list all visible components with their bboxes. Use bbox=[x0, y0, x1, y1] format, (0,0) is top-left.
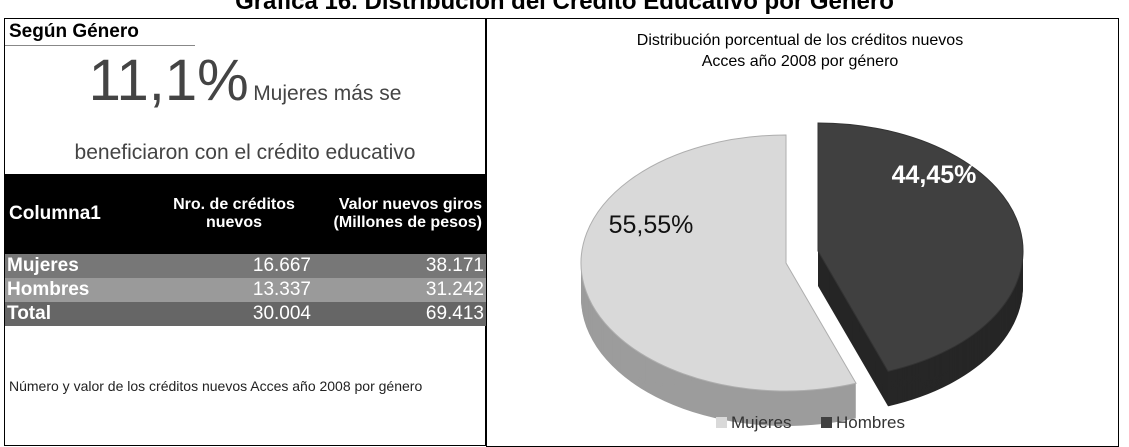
legend-swatch bbox=[821, 417, 832, 428]
slice bbox=[580, 134, 857, 392]
table-cell: 16.667 bbox=[155, 254, 313, 278]
highlight-text: beneficiaron con el crédito educativo bbox=[74, 141, 416, 164]
panel-heading: Según Género bbox=[9, 21, 139, 42]
column-header: Valor nuevos giros (Millones de pesos) bbox=[313, 174, 486, 254]
table-cell: 31.242 bbox=[313, 278, 486, 302]
chart: Distribución porcentual de los créditos … bbox=[486, 18, 1119, 447]
data-label: 44,45% bbox=[892, 161, 977, 189]
legend-swatch bbox=[716, 417, 727, 428]
summary-panel: Según Género 11,1% Mujeres más se benefi… bbox=[4, 18, 486, 446]
table-cell: Mujeres bbox=[5, 254, 155, 278]
table-cell: Hombres bbox=[5, 278, 155, 302]
table-row: Hombres 13.337 31.242 bbox=[5, 278, 486, 302]
highlight-text: Mujeres más se bbox=[253, 82, 402, 105]
slice bbox=[817, 122, 1024, 372]
heading-rule bbox=[5, 45, 195, 46]
legend-label: Hombres bbox=[836, 413, 905, 432]
footnote: Número y valor de los créditos nuevos Ac… bbox=[9, 378, 423, 394]
chart-title: Distribución porcentual de los créditos … bbox=[637, 32, 963, 49]
data-label: 55,55% bbox=[609, 211, 694, 239]
column-header: Nro. de créditos nuevos bbox=[155, 174, 313, 254]
page-title: Gráfica 16. Distribución del Crédito Edu… bbox=[235, 0, 894, 15]
table-cell: 30.004 bbox=[155, 302, 313, 326]
table-cell: 38.171 bbox=[313, 254, 486, 278]
table-header: Columna1 Nro. de créditos nuevos Valor n… bbox=[5, 174, 486, 254]
chart-subtitle: Acces año 2008 por género bbox=[702, 53, 899, 70]
table-row: Mujeres 16.667 38.171 bbox=[5, 254, 486, 278]
column-header: Columna1 bbox=[5, 174, 155, 254]
table-cell: 69.413 bbox=[313, 302, 486, 326]
table-cell: Total bbox=[5, 302, 155, 326]
highlight: 11,1% Mujeres más se bbox=[5, 47, 485, 114]
data-table: Columna1 Nro. de créditos nuevos Valor n… bbox=[5, 174, 486, 326]
table-row: Total 30.004 69.413 bbox=[5, 302, 486, 326]
highlight-value: 11,1% bbox=[88, 48, 249, 113]
legend-label: Mujeres bbox=[731, 413, 791, 432]
table-cell: 13.337 bbox=[155, 278, 313, 302]
